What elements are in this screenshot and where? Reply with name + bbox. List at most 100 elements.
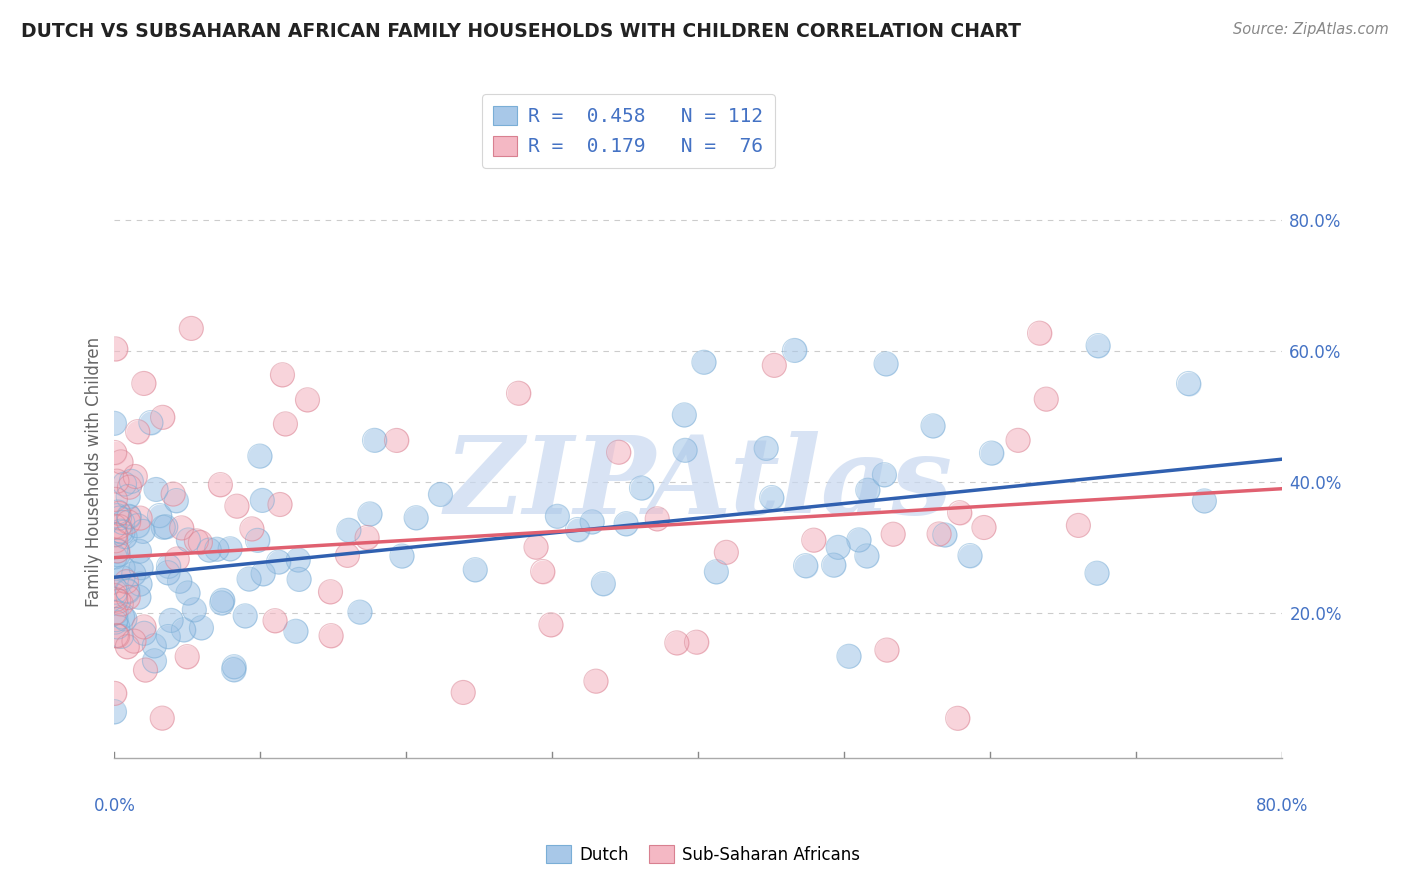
Point: [105, 544, 128, 558]
Point: [129, 511, 152, 525]
Point: [143, 654, 166, 668]
Point: [124, 469, 146, 483]
Point: [508, 386, 530, 401]
Point: [934, 528, 956, 542]
Point: [143, 639, 166, 653]
Point: [673, 443, 696, 458]
Point: [1085, 566, 1108, 581]
Point: [165, 493, 187, 508]
Point: [104, 492, 127, 507]
Point: [673, 408, 696, 422]
Point: [385, 434, 408, 448]
Point: [546, 509, 568, 524]
Point: [783, 343, 806, 358]
Point: [104, 342, 127, 356]
Point: [111, 516, 134, 530]
Point: [104, 533, 127, 548]
Point: [111, 610, 134, 624]
Point: [110, 524, 132, 538]
Point: [105, 474, 128, 488]
Point: [107, 594, 129, 608]
Point: [105, 628, 128, 642]
Point: [585, 674, 607, 689]
Point: [173, 623, 195, 637]
Point: [107, 505, 129, 519]
Point: [319, 629, 342, 643]
Point: [157, 630, 180, 644]
Point: [128, 544, 150, 558]
Point: [117, 591, 139, 605]
Point: [1087, 338, 1109, 352]
Point: [114, 477, 136, 491]
Point: [319, 584, 342, 599]
Point: [110, 597, 132, 611]
Point: [959, 549, 981, 563]
Point: [104, 492, 127, 507]
Point: [156, 566, 179, 580]
Point: [114, 612, 136, 626]
Point: [150, 711, 173, 725]
Point: [803, 533, 825, 548]
Point: [249, 449, 271, 463]
Point: [110, 597, 132, 611]
Point: [183, 603, 205, 617]
Point: [585, 674, 607, 689]
Point: [794, 558, 817, 573]
Point: [107, 620, 129, 634]
Point: [274, 417, 297, 431]
Point: [337, 523, 360, 537]
Point: [107, 629, 129, 643]
Point: [132, 524, 155, 539]
Point: [706, 565, 728, 579]
Point: [105, 613, 128, 627]
Point: [607, 445, 630, 459]
Point: [209, 477, 232, 491]
Point: [104, 592, 127, 607]
Legend: Dutch, Sub-Saharan Africans: Dutch, Sub-Saharan Africans: [540, 838, 866, 871]
Point: [103, 705, 125, 719]
Point: [104, 585, 127, 599]
Point: [134, 663, 156, 677]
Point: [108, 511, 131, 525]
Point: [238, 572, 260, 586]
Point: [783, 343, 806, 358]
Point: [111, 571, 134, 585]
Point: [105, 628, 128, 642]
Text: 80.0%: 80.0%: [1256, 797, 1309, 814]
Point: [162, 487, 184, 501]
Point: [665, 636, 688, 650]
Point: [693, 355, 716, 369]
Point: [152, 410, 174, 425]
Point: [349, 605, 371, 619]
Point: [1035, 392, 1057, 406]
Point: [363, 434, 385, 448]
Point: [129, 577, 152, 591]
Point: [567, 523, 589, 537]
Point: [827, 541, 849, 555]
Point: [118, 510, 141, 524]
Point: [336, 549, 359, 563]
Point: [104, 519, 127, 533]
Point: [531, 565, 554, 579]
Point: [297, 392, 319, 407]
Point: [165, 493, 187, 508]
Point: [959, 549, 981, 563]
Point: [117, 515, 139, 529]
Point: [139, 416, 162, 430]
Point: [143, 639, 166, 653]
Point: [359, 507, 381, 521]
Point: [1035, 392, 1057, 406]
Point: [823, 558, 845, 573]
Point: [115, 574, 138, 589]
Point: [267, 555, 290, 569]
Point: [673, 408, 696, 422]
Point: [224, 659, 246, 673]
Point: [170, 521, 193, 535]
Point: [103, 417, 125, 431]
Point: [156, 566, 179, 580]
Point: [104, 581, 127, 595]
Point: [246, 533, 269, 548]
Point: [211, 593, 233, 607]
Point: [105, 508, 128, 523]
Point: [169, 574, 191, 589]
